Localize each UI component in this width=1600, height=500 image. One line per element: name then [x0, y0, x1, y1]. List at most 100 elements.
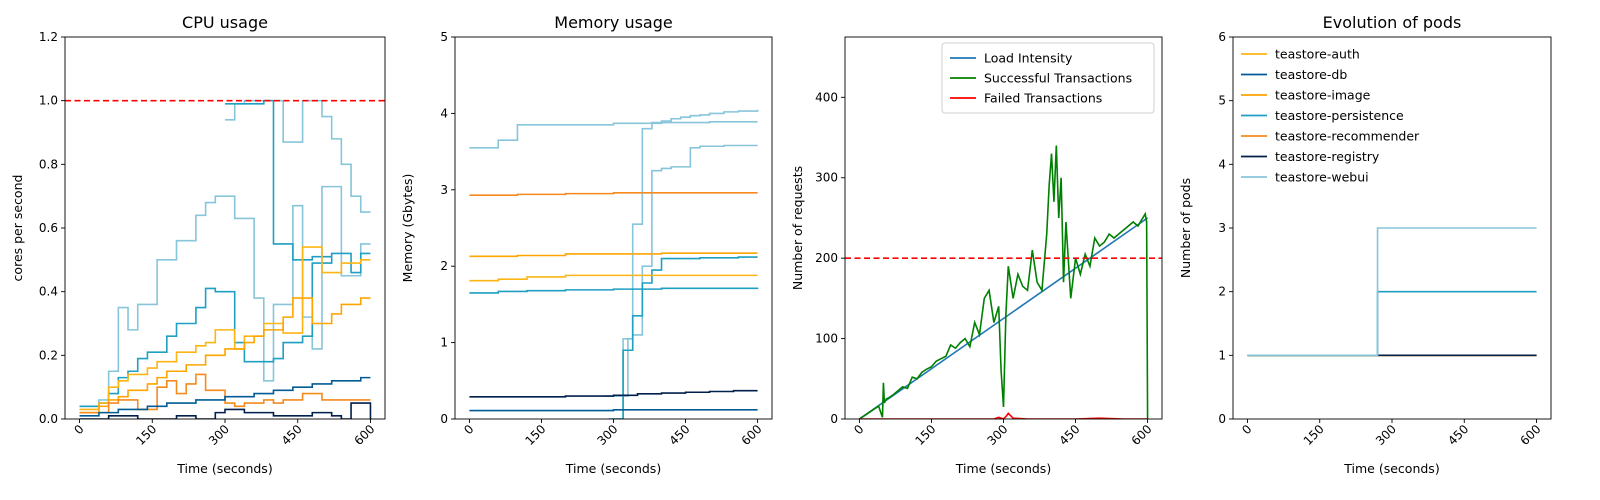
series-line-teastore-auth [469, 274, 758, 282]
x-tick-label: 600 [351, 422, 377, 448]
y-tick-label: 0.6 [39, 221, 58, 235]
x-tick-label: 150 [1301, 422, 1327, 448]
x-tick-label: 0 [851, 422, 866, 437]
axes-frame [454, 36, 773, 420]
y-tick-label: 6 [1218, 30, 1226, 44]
legend-label: teastore-webui [1275, 170, 1369, 185]
series-line-teastore-webui [603, 109, 759, 397]
series-line-teastore-webui [469, 121, 758, 149]
y-tick-label: 3 [1218, 221, 1226, 235]
series-line-teastore-persistence [469, 287, 759, 294]
legend-label: teastore-recommender [1275, 129, 1420, 144]
x-tick-label: 450 [667, 422, 693, 448]
chart-panel-2: 0 100 200 300 400 0 150 300 450 600 Time (seconds)… [790, 36, 1163, 476]
x-tick-label: 300 [206, 422, 232, 448]
y-tick-label: 300 [815, 171, 838, 185]
legend-label: teastore-auth [1275, 47, 1360, 62]
y-tick-label: 0 [440, 412, 448, 426]
series-group [469, 109, 759, 419]
series-line-teastore-webui [1247, 227, 1537, 357]
chart-title: Evolution of pods [1323, 13, 1462, 32]
x-tick-label: 450 [1057, 422, 1083, 448]
series-line-teastore-webui [79, 185, 371, 408]
x-tick-label: 150 [522, 422, 548, 448]
y-tick-label: 0.4 [39, 285, 58, 299]
legend: teastore-auth teastore-db teastore-image te… [1241, 47, 1420, 185]
axes-frame [64, 36, 386, 420]
series-line-teastore-webui [611, 144, 758, 419]
series-line-teastore-image [469, 252, 758, 258]
y-tick-label: 5 [1218, 94, 1226, 108]
series-group [79, 99, 372, 419]
y-tick-label: 2 [1218, 285, 1226, 299]
series-line-successful-transactions [858, 145, 1149, 419]
x-tick-label: 0 [1239, 422, 1254, 437]
y-tick-label: 0.0 [39, 412, 58, 426]
x-tick-label: 600 [1518, 422, 1544, 448]
series-line-teastore-registry [469, 389, 758, 398]
series-line-teastore-db [469, 409, 758, 412]
y-axis-label: Memory (Gbytes) [400, 174, 415, 283]
series-line-teastore-webui [225, 99, 371, 213]
x-tick-label: 150 [133, 422, 159, 448]
y-tick-label: 4 [1218, 157, 1226, 171]
series-line-failed-transactions [859, 412, 1148, 419]
series-line-teastore-recommender [469, 192, 758, 196]
x-tick-label: 300 [1373, 422, 1399, 448]
x-tick-label: 300 [594, 422, 620, 448]
y-tick-label: 0.8 [39, 157, 58, 171]
chart-title: CPU usage [182, 13, 268, 32]
y-tick-label: 4 [440, 106, 448, 120]
y-tick-label: 1.0 [39, 94, 58, 108]
y-tick-label: 100 [815, 332, 838, 346]
y-tick-label: 1.2 [39, 30, 58, 44]
series-line-teastore-persistence [225, 99, 332, 261]
x-tick-label: 150 [912, 422, 938, 448]
chart-panel-3: Evolution of pods 0 1 2 3 4 5 6 0 150 300 450 600 Tim… [1178, 13, 1552, 476]
chart-panel-0: CPU usage 0.0 0.2 0.4 0.6 0.8 1.0 1.2 0 150 300 450… [10, 13, 386, 476]
x-tick-label: 600 [739, 422, 765, 448]
y-tick-label: 400 [815, 90, 838, 104]
y-tick-label: 1 [1218, 348, 1226, 362]
legend-label: teastore-registry [1275, 149, 1380, 164]
y-tick-label: 0 [830, 412, 838, 426]
x-tick-label: 0 [461, 422, 476, 437]
x-axis-label: Time (seconds) [955, 461, 1051, 476]
x-tick-label: 450 [1445, 422, 1471, 448]
y-tick-label: 200 [815, 251, 838, 265]
series-line-teastore-persistence [608, 256, 758, 419]
series-line-teastore-persistence [1247, 290, 1537, 357]
legend-label: teastore-db [1275, 67, 1347, 82]
series-line-teastore-recommender [79, 373, 371, 414]
series-line-teastore-db [79, 376, 371, 417]
y-tick-label: 2 [440, 259, 448, 273]
x-axis-label: Time (seconds) [1343, 461, 1439, 476]
y-tick-label: 0.2 [39, 348, 58, 362]
series-group [1247, 227, 1537, 357]
legend-box [941, 42, 1155, 114]
series-group [858, 145, 1149, 419]
legend-label: Load Intensity [984, 51, 1073, 66]
legend-label: teastore-persistence [1275, 108, 1404, 123]
legend-label: Failed Transactions [984, 91, 1102, 106]
y-axis-label: Number of requests [790, 166, 805, 290]
x-axis-label: Time (seconds) [565, 461, 661, 476]
x-tick-label: 450 [279, 422, 305, 448]
series-line-teastore-auth [79, 246, 371, 411]
series-line-load-intensity [858, 217, 1149, 419]
x-tick-label: 300 [984, 422, 1010, 448]
chart-title: Memory usage [554, 13, 672, 32]
y-tick-label: 3 [440, 183, 448, 197]
series-line-teastore-registry [79, 402, 372, 419]
x-tick-label: 600 [1129, 422, 1155, 448]
legend-label: Successful Transactions [984, 71, 1132, 86]
x-axis-label: Time (seconds) [176, 461, 272, 476]
y-axis-label: Number of pods [1178, 178, 1193, 278]
legend: Load Intensity Successful Transactions Fai… [941, 42, 1155, 114]
x-tick-label: 0 [71, 422, 86, 437]
y-axis-label: cores per second [10, 175, 25, 282]
y-tick-label: 1 [440, 336, 448, 350]
y-tick-label: 5 [440, 30, 448, 44]
